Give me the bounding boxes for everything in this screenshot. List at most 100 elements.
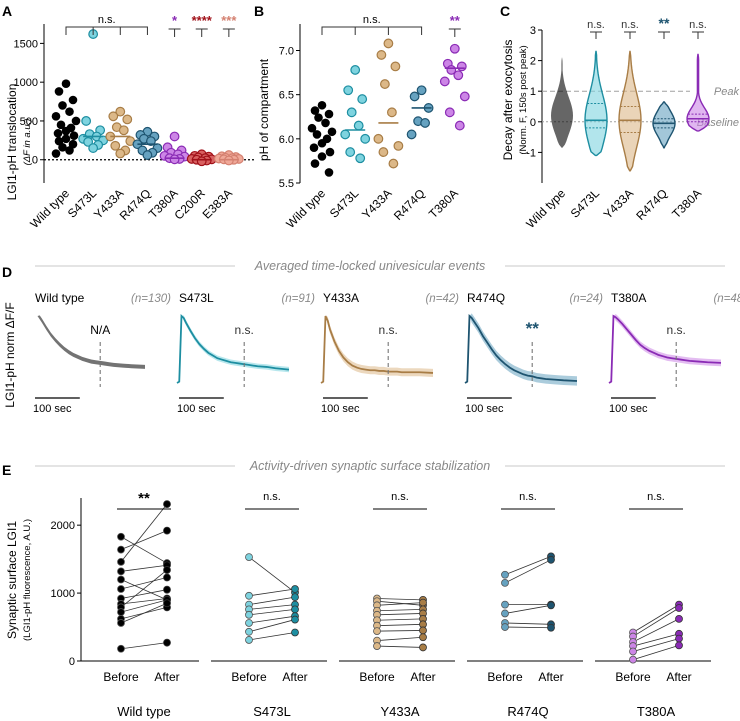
- panel-a-point-r474q: [142, 150, 153, 160]
- panel-c-y-tick-label: 0: [530, 117, 536, 129]
- panel-e-point-before-wild-type: [117, 608, 125, 616]
- panel-e-point-before-r474q: [501, 609, 509, 618]
- panel-b-point-t380a: [444, 107, 455, 118]
- panel-e-point-after-s473l: [291, 615, 299, 624]
- panel-b-point-t380a: [453, 70, 464, 81]
- panel-b-point-r474q: [416, 85, 427, 96]
- panel-e-point-before-wild-type: [117, 575, 125, 584]
- panel-b-x-label-t380a: T380A: [426, 186, 461, 221]
- panel-e-point-before-y433a: [373, 627, 381, 636]
- panel-e-pair-line-t380a: [632, 618, 680, 643]
- panel-e-pair-line-s473l: [248, 608, 296, 616]
- panel-e-pair-line-y433a: [376, 598, 424, 601]
- panel-d-chart: Wild type (n=130) N/A 100 sec S473L (n=91) n.s…: [33, 291, 740, 415]
- panel-d-sem-band-s473l: [177, 315, 289, 383]
- panel-d-scalebar-label: 100 sec: [177, 403, 216, 415]
- panel-e-point-before-wild-type: [117, 567, 125, 576]
- panel-d-scalebar-label: 100 sec: [33, 403, 72, 415]
- panel-e-point-before-s473l: [245, 610, 253, 619]
- panel-c-sig-label: n.s.: [621, 19, 639, 31]
- panel-e-point-before-t380a: [629, 647, 637, 656]
- panel-e-label: E: [2, 462, 11, 478]
- panel-e-point-before-y433a: [373, 642, 381, 650]
- panel-b-x-label-wild-type: Wild type: [283, 186, 328, 231]
- panel-e-point-before-wild-type: [117, 557, 125, 566]
- panel-a-sig-tick: [195, 28, 208, 37]
- panel-e-pair-line-y433a: [376, 623, 424, 627]
- panel-a-ylabel-sub: (ΔF in a.u.): [22, 119, 33, 166]
- panel-e-pair-line-y433a: [376, 613, 424, 616]
- panel-a-point-r474q: [146, 136, 156, 147]
- panel-a-ns-bracket: [65, 26, 148, 35]
- panel-e-point-after-r474q: [547, 555, 555, 564]
- panel-a-point-wild-type: [58, 101, 67, 110]
- panel-b-point-wild-type: [317, 152, 327, 161]
- panel-a-point-wild-type: [51, 111, 61, 121]
- panel-e-pair-line-s473l: [248, 556, 296, 593]
- panel-e-pair-line-wild-type: [120, 503, 168, 563]
- panel-a-point-s473l: [88, 143, 99, 153]
- panel-b-point-y433a: [378, 147, 389, 157]
- panel-b-chart: 5.5 6.0 6.5 7.0 Wild typeS473LY433AR474QT380…: [279, 13, 470, 231]
- panel-a-point-y433a: [108, 111, 119, 122]
- panel-e-point-after-wild-type: [163, 566, 171, 574]
- panel-e-point-after-s473l: [291, 628, 299, 637]
- panel-e-point-before-s473l: [245, 619, 253, 627]
- panel-b-point-s473l: [360, 133, 371, 144]
- panel-e-point-after-wild-type: [163, 526, 171, 535]
- panel-e-point-before-wild-type: [117, 545, 125, 554]
- panel-e-pair-line-r474q: [504, 559, 552, 584]
- panel-d-trace-title-wild-type: Wild type: [35, 291, 85, 305]
- panel-e-group-name-y433a: Y433A: [380, 704, 419, 719]
- panel-b-point-y433a: [390, 61, 401, 72]
- panel-e-chart: 0 1000 2000 ** Before After Wild type n.s. Befor…: [51, 490, 711, 719]
- panel-b-point-r474q: [420, 118, 431, 128]
- panel-d-sig-label-t380a: n.s.: [667, 323, 686, 337]
- panel-e-point-before-s473l: [245, 553, 253, 561]
- panel-a-ylabel: LGI1-pH translocation: [5, 84, 19, 201]
- panel-b-point-wild-type: [307, 123, 317, 133]
- panel-e-pair-line-wild-type: [120, 564, 168, 572]
- panel-e-point-after-y433a: [419, 643, 427, 652]
- panel-b-point-s473l: [355, 153, 366, 164]
- panel-e-sig-label-r474q: n.s.: [519, 491, 537, 503]
- panel-b-point-y433a: [376, 50, 387, 60]
- panel-e-pair-line-t380a: [632, 644, 680, 661]
- panel-c-violin-t380a: [686, 53, 710, 132]
- panel-e-pair-line-t380a: [632, 607, 680, 637]
- panel-e-pair-line-t380a: [632, 638, 680, 652]
- panel-c-ylabel: (Norm. F, 150s post peak): [518, 45, 529, 154]
- panel-e-y-tick-label: 2000: [51, 520, 75, 532]
- panel-e-pair-line-t380a: [632, 633, 680, 647]
- panel-e-pair-line-y433a: [376, 636, 424, 642]
- panel-e-point-after-y433a: [419, 626, 427, 635]
- panel-e-pair-line-wild-type: [120, 536, 168, 564]
- panel-b-point-y433a: [373, 133, 384, 144]
- panel-e-pair-line-s473l: [248, 615, 296, 624]
- panel-e-x-label-before: Before: [231, 670, 267, 684]
- panel-d-trace-title-s473l: S473L: [179, 291, 214, 305]
- panel-d-sig-label-wild-type: N/A: [90, 323, 110, 337]
- panel-e-pair-line-s473l: [248, 619, 296, 633]
- panel-e-group-name-wild-type: Wild type: [117, 704, 170, 719]
- panel-e-point-after-wild-type: [163, 585, 171, 594]
- panel-b-point-t380a: [456, 61, 467, 72]
- panel-b-ns-bracket: [321, 26, 423, 35]
- panel-b-point-s473l: [345, 147, 356, 157]
- panel-e-x-label-after: After: [410, 670, 435, 684]
- panel-e-point-before-r474q: [501, 570, 509, 579]
- panel-a-x-label-r474q: R474Q: [117, 186, 154, 223]
- panel-e-point-after-t380a: [675, 614, 683, 623]
- panel-d-trace-n-y433a: (n=42): [425, 293, 459, 305]
- panel-e-point-after-wild-type: [163, 500, 171, 509]
- panel-d-trace-n-wild-type: (n=130): [131, 293, 171, 305]
- panel-a-point-wild-type: [51, 149, 61, 158]
- panel-e-ylabel: Synaptic surface LGI1: [5, 521, 19, 639]
- panel-d-scalebar-label: 100 sec: [321, 403, 360, 415]
- panel-e-point-after-wild-type: [163, 573, 171, 582]
- panel-e-pair-line-wild-type: [120, 602, 168, 624]
- panel-e-pair-line-y433a: [376, 630, 424, 632]
- panel-e-point-after-y433a: [419, 633, 427, 642]
